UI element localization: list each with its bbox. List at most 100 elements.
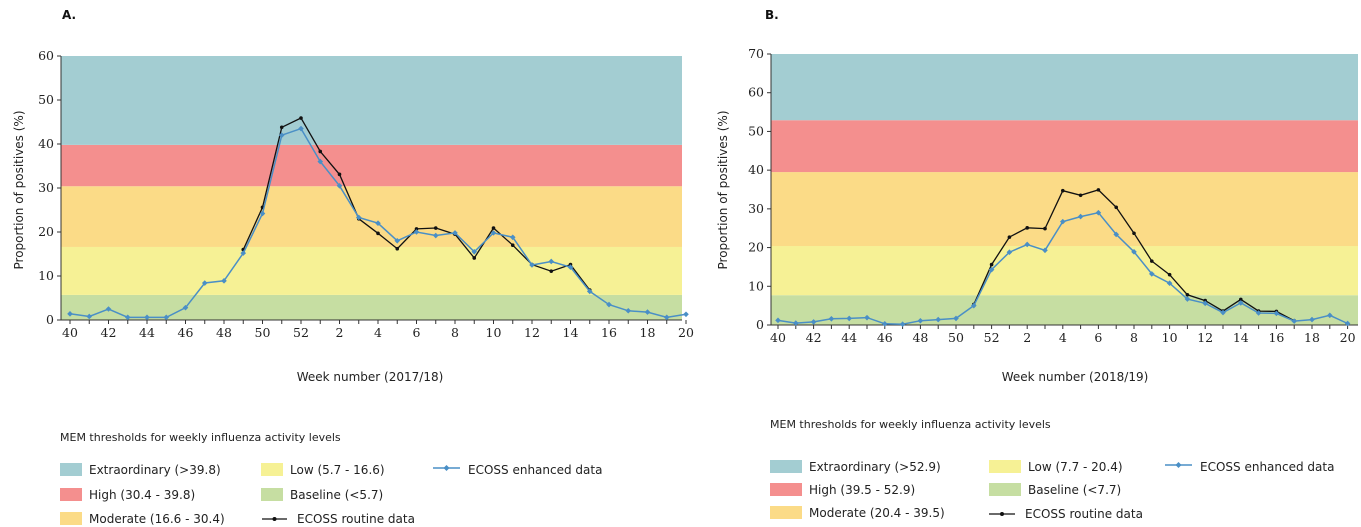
y-tick-label: 10 xyxy=(748,278,764,293)
panel-b-y-ticks: 0 10 20 30 40 50 60 70 xyxy=(748,46,771,332)
x-tick-label: 12 xyxy=(1197,330,1213,345)
x-tick-label: 46 xyxy=(877,330,893,345)
legend-label-extraordinary: Extraordinary (>39.8) xyxy=(89,463,221,477)
panel-b-legend: MEM thresholds for weekly influenza acti… xyxy=(770,418,1334,521)
panel-a-legend-title: MEM thresholds for weekly influenza acti… xyxy=(60,431,341,444)
data-point-routine xyxy=(989,262,994,267)
legend-marker-routine xyxy=(1000,512,1004,516)
panel-b-x-axis-title: Week number (2018/19) xyxy=(1002,370,1149,384)
x-tick-label: 48 xyxy=(912,330,928,345)
data-point-routine xyxy=(1114,205,1118,210)
data-point-routine xyxy=(1239,297,1243,302)
data-point-enhanced xyxy=(1166,280,1173,286)
panel-b-label: B. xyxy=(765,8,779,22)
band-baseline xyxy=(771,295,1358,325)
x-tick-label: 14 xyxy=(1233,330,1249,345)
legend-marker-enhanced xyxy=(1175,462,1182,468)
legend-swatch-moderate xyxy=(770,506,802,519)
data-point-enhanced xyxy=(529,262,535,268)
band-moderate xyxy=(771,172,1358,247)
data-point-enhanced xyxy=(163,314,170,321)
data-point-enhanced xyxy=(606,301,612,308)
data-point-routine xyxy=(414,227,419,231)
x-tick-label: 10 xyxy=(1162,330,1178,345)
data-point-enhanced xyxy=(471,249,478,255)
data-point-enhanced xyxy=(935,316,941,323)
data-point-enhanced xyxy=(86,313,93,320)
legend-label-baseline: Baseline (<7.7) xyxy=(1028,483,1121,497)
x-tick-label: 16 xyxy=(1268,330,1284,345)
y-tick-label: 20 xyxy=(748,240,764,255)
data-point-routine xyxy=(376,231,380,236)
legend-label-routine: ECOSS routine data xyxy=(1025,507,1143,521)
data-point-enhanced xyxy=(105,306,112,312)
data-point-routine xyxy=(1150,259,1154,263)
data-point-enhanced xyxy=(1149,271,1155,277)
data-point-enhanced xyxy=(278,132,285,138)
panel-b-threshold-bands xyxy=(771,54,1358,325)
x-tick-label: 8 xyxy=(451,325,459,340)
x-tick-label: 10 xyxy=(486,325,502,340)
x-tick-label: 46 xyxy=(178,325,194,340)
legend-label-moderate: Moderate (16.6 - 30.4) xyxy=(89,512,225,526)
data-point-routine xyxy=(472,256,477,260)
legend-swatch-low xyxy=(261,463,283,476)
x-tick-label: 16 xyxy=(601,325,617,340)
data-point-enhanced xyxy=(625,307,632,314)
y-tick-label: 30 xyxy=(38,180,54,195)
data-point-enhanced xyxy=(432,232,439,239)
panel-b-axes xyxy=(770,54,1358,326)
data-point-enhanced xyxy=(201,280,208,286)
data-point-enhanced xyxy=(298,125,304,132)
legend-label-routine: ECOSS routine data xyxy=(297,512,415,526)
band-low xyxy=(61,246,682,295)
data-point-enhanced xyxy=(1024,241,1030,248)
panel-a-y-ticks: 0 10 20 30 40 50 60 xyxy=(38,48,61,327)
data-point-enhanced xyxy=(375,220,381,226)
data-point-routine xyxy=(279,125,284,130)
data-point-enhanced xyxy=(1238,300,1244,306)
data-point-enhanced xyxy=(663,314,670,321)
data-point-enhanced xyxy=(452,230,458,236)
x-tick-label: 14 xyxy=(563,325,579,340)
legend-label-high: High (30.4 - 39.8) xyxy=(89,488,195,502)
legend-swatch-moderate xyxy=(60,512,82,525)
panel-a-label: A. xyxy=(62,8,76,22)
y-tick-label: 20 xyxy=(38,224,54,239)
data-point-enhanced xyxy=(1060,218,1066,225)
data-point-enhanced xyxy=(1113,231,1119,238)
data-point-enhanced xyxy=(259,210,266,217)
legend-label-low: Low (7.7 - 20.4) xyxy=(1028,460,1123,474)
data-point-enhanced xyxy=(1095,209,1102,216)
data-point-enhanced xyxy=(586,288,593,295)
band-high xyxy=(61,144,682,187)
data-point-routine xyxy=(1043,226,1047,231)
data-point-routine xyxy=(395,246,400,251)
x-tick-label: 20 xyxy=(678,325,694,340)
data-point-enhanced xyxy=(1309,316,1315,323)
data-point-routine xyxy=(1096,188,1101,192)
band-high xyxy=(771,120,1358,173)
data-point-enhanced xyxy=(548,258,555,265)
legend-label-moderate: Moderate (20.4 - 39.5) xyxy=(809,506,945,520)
legend-swatch-baseline xyxy=(261,488,283,501)
x-tick-label: 50 xyxy=(255,325,271,340)
legend-label-high: High (39.5 - 52.9) xyxy=(809,483,915,497)
data-point-enhanced xyxy=(1077,213,1084,220)
panel-a-x-ticks: 40 42 44 46 48 50 52 2 4 6 8 10 12 14 16 18 20 xyxy=(62,320,694,340)
data-point-routine xyxy=(318,149,323,154)
x-tick-label: 4 xyxy=(374,325,382,340)
data-point-enhanced xyxy=(490,230,497,236)
data-point-routine xyxy=(1185,293,1190,297)
data-point-enhanced xyxy=(882,321,888,327)
y-tick-label: 60 xyxy=(748,85,764,100)
data-point-enhanced xyxy=(67,311,73,317)
x-tick-label: 2 xyxy=(336,325,344,340)
data-point-routine xyxy=(1061,188,1065,193)
data-point-enhanced xyxy=(240,250,247,256)
x-tick-label: 18 xyxy=(1304,330,1320,345)
data-point-enhanced xyxy=(864,314,870,321)
data-point-enhanced xyxy=(775,317,781,324)
data-point-routine xyxy=(1078,193,1083,198)
